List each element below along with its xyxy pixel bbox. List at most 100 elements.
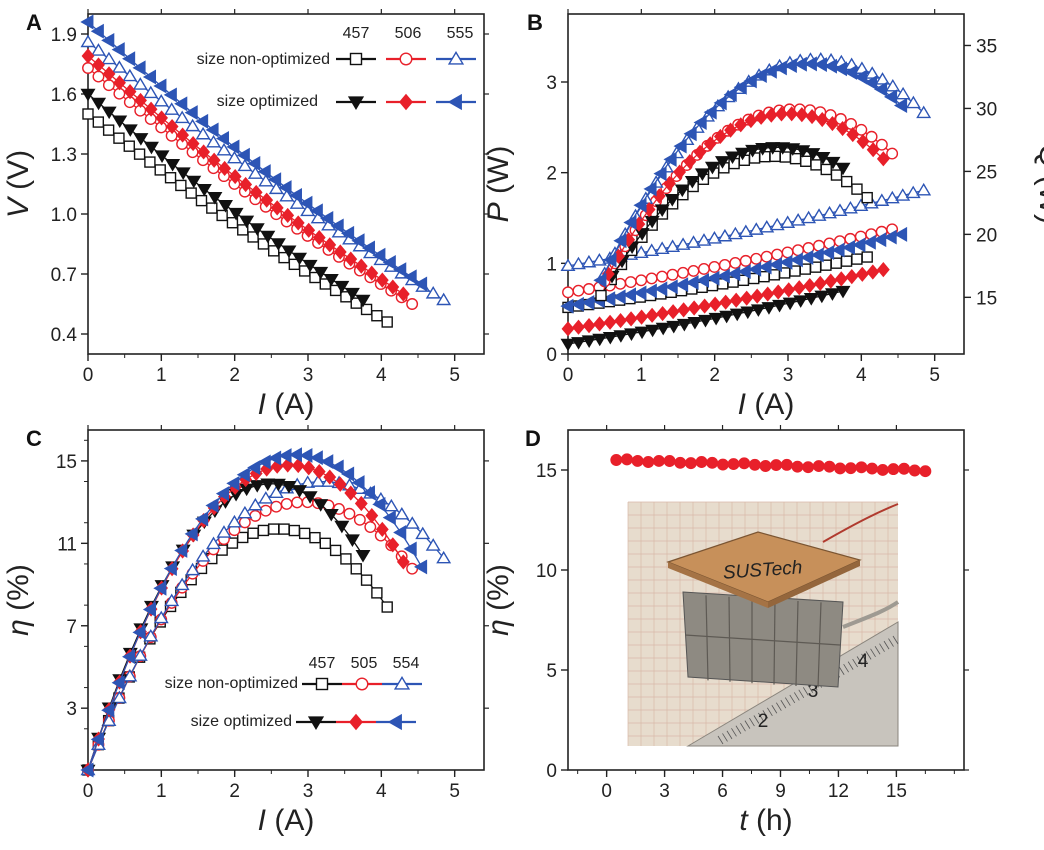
data-point bbox=[835, 162, 851, 176]
data-point bbox=[278, 523, 290, 535]
legend-item-nonopt-2-marker bbox=[447, 51, 465, 65]
data-point bbox=[80, 88, 96, 102]
data-point bbox=[174, 96, 188, 112]
series-4 bbox=[81, 48, 410, 302]
data-point bbox=[696, 233, 712, 246]
data-point bbox=[249, 480, 265, 493]
data-point bbox=[663, 175, 676, 192]
data-point bbox=[260, 478, 276, 492]
y2-tick-label: 15 bbox=[976, 288, 997, 309]
data-point bbox=[413, 559, 428, 575]
data-point bbox=[257, 454, 271, 470]
device-mid-line bbox=[684, 634, 841, 646]
data-point bbox=[375, 272, 389, 288]
data-point bbox=[239, 215, 255, 229]
data-point bbox=[836, 120, 850, 137]
data-point bbox=[815, 152, 831, 165]
data-point bbox=[353, 513, 366, 526]
data-point bbox=[656, 270, 669, 283]
y-tick-label: 0 bbox=[546, 761, 557, 782]
data-point bbox=[748, 222, 764, 235]
data-point bbox=[258, 491, 274, 504]
data-point bbox=[698, 314, 713, 328]
data-point bbox=[835, 285, 851, 299]
data-point bbox=[634, 326, 650, 340]
data-point bbox=[154, 164, 166, 176]
data-point bbox=[132, 77, 148, 90]
plot-frame bbox=[87, 429, 485, 771]
y-tick-label: 15 bbox=[56, 452, 77, 473]
data-point bbox=[134, 92, 147, 109]
data-point bbox=[205, 122, 219, 138]
ruler-tick bbox=[771, 705, 778, 714]
data-point bbox=[270, 200, 284, 216]
data-point bbox=[883, 89, 898, 105]
data-point bbox=[916, 182, 932, 196]
data-point bbox=[803, 277, 817, 294]
data-point bbox=[643, 181, 657, 197]
y2-tick-label: 25 bbox=[976, 162, 997, 183]
data-point bbox=[571, 337, 587, 350]
data-point bbox=[770, 459, 783, 471]
data-point bbox=[856, 134, 870, 150]
data-point bbox=[364, 521, 377, 533]
data-point bbox=[582, 283, 595, 295]
y-axis-var: η bbox=[2, 619, 35, 636]
legend-item-opt-0-marker bbox=[307, 716, 325, 730]
data-point bbox=[175, 167, 191, 180]
data-point bbox=[226, 150, 242, 164]
data-point bbox=[643, 283, 657, 299]
data-point bbox=[403, 541, 417, 557]
y-axis-var: η bbox=[482, 619, 515, 636]
data-point bbox=[727, 266, 741, 282]
data-point bbox=[299, 195, 313, 211]
ruler-number: 3 bbox=[808, 681, 819, 702]
data-point bbox=[330, 459, 344, 475]
plot-frame bbox=[567, 13, 965, 355]
data-point bbox=[674, 184, 690, 198]
data-point bbox=[195, 511, 209, 527]
panel-a: A 0 1 2 3 4 5 0.4 0.7 1.0 1.3 1.6 1.9 I (A) V (V) 457 50… bbox=[2, 9, 489, 421]
x-axis-unit: (A) bbox=[266, 388, 314, 421]
data-point bbox=[603, 252, 617, 268]
data-point bbox=[855, 461, 868, 474]
data-point bbox=[257, 238, 270, 250]
heat-series-4 bbox=[561, 262, 890, 337]
data-point bbox=[350, 563, 362, 575]
x-axis-var: t bbox=[739, 804, 749, 837]
ruler-tick bbox=[775, 702, 782, 711]
data-point bbox=[102, 66, 116, 82]
data-point bbox=[866, 264, 880, 280]
data-point bbox=[785, 143, 801, 156]
data-point bbox=[905, 95, 921, 109]
data-point bbox=[354, 258, 368, 274]
data-point bbox=[737, 264, 751, 280]
data-point bbox=[186, 135, 200, 152]
data-point bbox=[876, 151, 890, 167]
data-point bbox=[687, 264, 700, 277]
data-point bbox=[822, 205, 838, 219]
data-point bbox=[572, 284, 585, 297]
data-point bbox=[919, 465, 932, 478]
data-point bbox=[592, 333, 608, 347]
data-point bbox=[82, 62, 94, 74]
data-point bbox=[174, 110, 190, 124]
data-point bbox=[386, 537, 400, 553]
data-point bbox=[916, 105, 932, 119]
data-point bbox=[302, 259, 318, 273]
data-point bbox=[436, 292, 452, 306]
data-point bbox=[863, 75, 878, 91]
y-axis-var: P bbox=[482, 202, 515, 222]
ruler-tick bbox=[744, 720, 751, 729]
data-point bbox=[823, 460, 836, 473]
x-tick-label: 15 bbox=[886, 781, 907, 802]
data-point bbox=[603, 314, 617, 330]
data-point bbox=[623, 328, 639, 341]
data-point bbox=[393, 262, 407, 278]
x-tick-label: 6 bbox=[717, 781, 728, 802]
data-point bbox=[238, 516, 251, 529]
x-tick-label: 4 bbox=[376, 781, 387, 802]
data-point bbox=[153, 78, 167, 94]
data-point bbox=[841, 175, 853, 188]
x-axis-label: I (A) bbox=[738, 388, 795, 421]
